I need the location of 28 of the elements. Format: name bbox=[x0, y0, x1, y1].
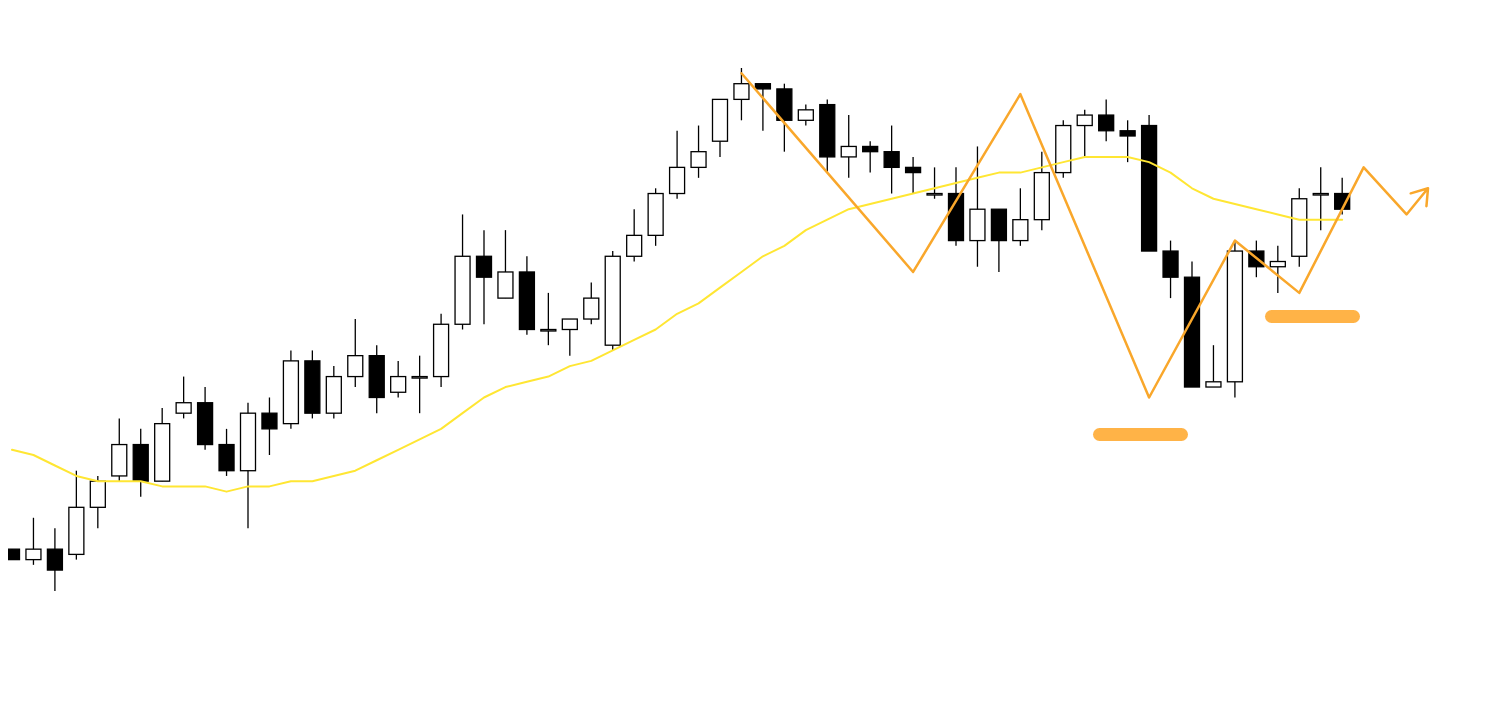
candlestick bbox=[754, 83, 772, 132]
candlestick bbox=[626, 208, 643, 263]
candlestick bbox=[797, 103, 814, 127]
candlestick bbox=[840, 114, 857, 179]
candlestick bbox=[862, 140, 879, 174]
candlestick bbox=[540, 292, 557, 346]
candlestick bbox=[883, 124, 900, 195]
candlestick bbox=[583, 281, 600, 325]
candlestick bbox=[25, 517, 42, 566]
candlestick bbox=[1119, 119, 1136, 163]
candlestick bbox=[733, 67, 750, 121]
candlestick bbox=[411, 355, 428, 414]
candlestick bbox=[926, 166, 943, 200]
candlestick bbox=[475, 229, 493, 325]
candlestick bbox=[1312, 166, 1329, 231]
candlestick bbox=[390, 360, 407, 399]
candlestick bbox=[561, 318, 578, 357]
candlestick bbox=[904, 156, 922, 195]
candlestick bbox=[347, 318, 364, 388]
candlestick bbox=[1269, 245, 1286, 294]
candlestick bbox=[1205, 344, 1222, 388]
candlestick bbox=[690, 124, 707, 179]
candlestick bbox=[175, 375, 192, 420]
candlestick bbox=[261, 396, 278, 456]
candlestick bbox=[46, 527, 64, 592]
candlestick bbox=[1098, 98, 1115, 142]
candlestick bbox=[1076, 109, 1093, 158]
candlestick bbox=[1012, 187, 1029, 247]
